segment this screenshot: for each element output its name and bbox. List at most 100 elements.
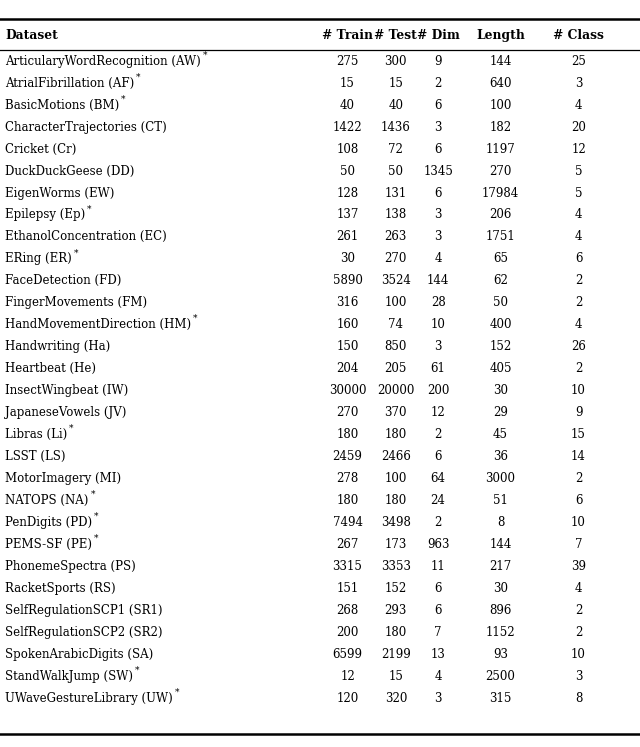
Text: 144: 144	[490, 55, 511, 68]
Text: 74: 74	[388, 318, 403, 332]
Text: PhonemeSpectra (PS): PhonemeSpectra (PS)	[5, 560, 136, 573]
Text: 1345: 1345	[423, 164, 453, 178]
Text: 62: 62	[493, 274, 508, 288]
Text: 206: 206	[490, 208, 511, 222]
Text: 17984: 17984	[482, 187, 519, 199]
Text: 36: 36	[493, 450, 508, 463]
Text: EthanolConcentration (EC): EthanolConcentration (EC)	[5, 230, 167, 244]
Text: 61: 61	[431, 362, 445, 375]
Text: 144: 144	[490, 538, 511, 551]
Text: 30: 30	[493, 582, 508, 595]
Text: 316: 316	[337, 297, 358, 309]
Text: 100: 100	[385, 472, 407, 485]
Text: 50: 50	[340, 164, 355, 178]
Text: 6: 6	[435, 450, 442, 463]
Text: 217: 217	[490, 560, 511, 573]
Text: # Dim: # Dim	[417, 28, 460, 42]
Text: 6: 6	[435, 187, 442, 199]
Text: 3315: 3315	[333, 560, 362, 573]
Text: *: *	[175, 687, 179, 696]
Text: 131: 131	[385, 187, 407, 199]
Text: JapaneseVowels (JV): JapaneseVowels (JV)	[5, 406, 127, 419]
Text: StandWalkJump (SW): StandWalkJump (SW)	[5, 669, 133, 683]
Text: Libras (Li): Libras (Li)	[5, 428, 67, 441]
Text: 29: 29	[493, 406, 508, 419]
Text: UWaveGestureLibrary (UW): UWaveGestureLibrary (UW)	[5, 692, 173, 704]
Text: 3: 3	[575, 669, 582, 683]
Text: 270: 270	[385, 252, 407, 265]
Text: SelfRegulationSCP2 (SR2): SelfRegulationSCP2 (SR2)	[5, 626, 163, 639]
Text: 51: 51	[493, 494, 508, 507]
Text: 39: 39	[571, 560, 586, 573]
Text: 2: 2	[575, 274, 582, 288]
Text: LSST (LS): LSST (LS)	[5, 450, 66, 463]
Text: 4: 4	[575, 99, 582, 112]
Text: CharacterTrajectories (CT): CharacterTrajectories (CT)	[5, 120, 167, 134]
Text: 20: 20	[571, 120, 586, 134]
Text: AtrialFibrillation (AF): AtrialFibrillation (AF)	[5, 77, 134, 90]
Text: 144: 144	[427, 274, 449, 288]
Text: 24: 24	[431, 494, 445, 507]
Text: 3: 3	[435, 208, 442, 222]
Text: 137: 137	[337, 208, 358, 222]
Text: Handwriting (Ha): Handwriting (Ha)	[5, 340, 110, 353]
Text: 160: 160	[337, 318, 358, 332]
Text: 128: 128	[337, 187, 358, 199]
Text: 9: 9	[435, 55, 442, 68]
Text: 10: 10	[571, 384, 586, 397]
Text: 180: 180	[385, 626, 407, 639]
Text: 320: 320	[385, 692, 407, 704]
Text: FingerMovements (FM): FingerMovements (FM)	[5, 297, 147, 309]
Text: 100: 100	[385, 297, 407, 309]
Text: 152: 152	[490, 340, 511, 353]
Text: 50: 50	[493, 297, 508, 309]
Text: 3524: 3524	[381, 274, 411, 288]
Text: 28: 28	[431, 297, 445, 309]
Text: 2: 2	[435, 428, 442, 441]
Text: 270: 270	[337, 406, 358, 419]
Text: 173: 173	[385, 538, 407, 551]
Text: MotorImagery (MI): MotorImagery (MI)	[5, 472, 121, 485]
Text: # Train: # Train	[322, 28, 373, 42]
Text: 11: 11	[431, 560, 445, 573]
Text: 150: 150	[337, 340, 358, 353]
Text: FaceDetection (FD): FaceDetection (FD)	[5, 274, 122, 288]
Text: 7494: 7494	[333, 516, 362, 529]
Text: 180: 180	[385, 428, 407, 441]
Text: 267: 267	[337, 538, 358, 551]
Text: 30000: 30000	[329, 384, 366, 397]
Text: Heartbeat (He): Heartbeat (He)	[5, 362, 96, 375]
Text: *: *	[136, 72, 141, 81]
Text: 5890: 5890	[333, 274, 362, 288]
Text: 263: 263	[385, 230, 407, 244]
Text: 12: 12	[340, 669, 355, 683]
Text: 2: 2	[435, 77, 442, 90]
Text: 300: 300	[385, 55, 407, 68]
Text: *: *	[74, 248, 78, 257]
Text: SpokenArabicDigits (SA): SpokenArabicDigits (SA)	[5, 648, 154, 661]
Text: PenDigits (PD): PenDigits (PD)	[5, 516, 92, 529]
Text: 40: 40	[340, 99, 355, 112]
Text: InsectWingbeat (IW): InsectWingbeat (IW)	[5, 384, 129, 397]
Text: 2199: 2199	[381, 648, 411, 661]
Text: 72: 72	[388, 143, 403, 155]
Text: 100: 100	[490, 99, 511, 112]
Text: 4: 4	[575, 230, 582, 244]
Text: 15: 15	[571, 428, 586, 441]
Text: Epilepsy (Ep): Epilepsy (Ep)	[5, 208, 85, 222]
Text: 3498: 3498	[381, 516, 411, 529]
Text: 8: 8	[497, 516, 504, 529]
Text: 2: 2	[575, 626, 582, 639]
Text: 8: 8	[575, 692, 582, 704]
Text: 3353: 3353	[381, 560, 411, 573]
Text: 6: 6	[435, 604, 442, 617]
Text: 5: 5	[575, 164, 582, 178]
Text: 850: 850	[385, 340, 407, 353]
Text: 278: 278	[337, 472, 358, 485]
Text: 12: 12	[571, 143, 586, 155]
Text: 3: 3	[575, 77, 582, 90]
Text: 2: 2	[575, 362, 582, 375]
Text: 7: 7	[575, 538, 582, 551]
Text: 180: 180	[337, 494, 358, 507]
Text: 15: 15	[388, 669, 403, 683]
